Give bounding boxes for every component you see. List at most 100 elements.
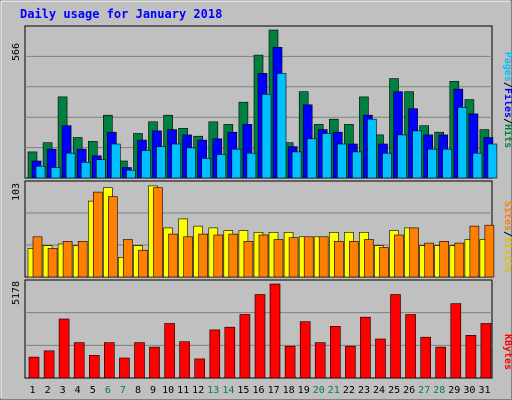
pages-bar xyxy=(156,146,166,179)
pages-bar xyxy=(80,162,91,179)
sites-bar xyxy=(138,249,148,278)
sites-bar xyxy=(93,191,103,278)
sites-bar xyxy=(258,234,269,278)
pages-bar xyxy=(201,158,211,179)
kbytes-bar xyxy=(89,354,100,379)
day-label: 24 xyxy=(373,385,385,396)
legend-separator: / xyxy=(502,231,512,237)
chart-panels xyxy=(24,25,498,379)
pages-bar xyxy=(336,143,347,179)
day-label: 9 xyxy=(150,385,156,396)
hits-ymax-label: 566 xyxy=(11,43,22,61)
pages-bar xyxy=(65,152,76,179)
svg-text:Sites/Visits: Sites/Visits xyxy=(502,201,512,273)
pages-bar xyxy=(35,165,46,179)
pages-bar xyxy=(457,107,468,179)
legend-sites: Sites xyxy=(502,201,512,231)
kbytes-bar xyxy=(134,342,145,379)
kbytes-bar xyxy=(28,356,40,379)
sites-bar xyxy=(183,236,193,278)
kbytes-bar xyxy=(284,345,296,379)
day-label: 20 xyxy=(313,385,325,396)
pages-bar xyxy=(216,154,227,179)
kbytes-bar xyxy=(224,326,236,379)
day-label: 31 xyxy=(478,385,490,396)
day-label: 13 xyxy=(207,385,219,396)
day-label: 2 xyxy=(45,385,51,396)
kbytes-legend: KBytes xyxy=(502,334,512,370)
kbytes-bar xyxy=(329,325,341,379)
sites-bar xyxy=(394,234,404,278)
kbytes-bar xyxy=(435,346,447,379)
sites-bar xyxy=(439,241,450,278)
day-label: 19 xyxy=(298,385,310,396)
kbytes-panel xyxy=(24,279,493,379)
sites-bar xyxy=(318,236,329,278)
day-label: 21 xyxy=(328,385,340,396)
sites-bar xyxy=(349,241,359,278)
sites-bar xyxy=(62,241,73,278)
svg-text:Pages/Files/Hits: Pages/Files/Hits xyxy=(502,52,512,148)
hits-legend: Pages/Files/Hits xyxy=(502,52,512,148)
day-label: 29 xyxy=(448,385,460,396)
sites-bar xyxy=(364,239,374,278)
sites-bar xyxy=(273,239,284,278)
pages-bar xyxy=(186,147,196,179)
sites-bar xyxy=(424,242,435,278)
pages-bar xyxy=(50,167,61,179)
day-label: 5 xyxy=(90,385,96,396)
kbytes-bar xyxy=(73,342,85,379)
day-labels: 1 2 3 4 5 6 7 8 9 10 11 12 13 14 15 16 17 18 19 20 21 22 23 24 2… xyxy=(29,385,490,396)
kbytes-bar xyxy=(209,329,221,379)
day-label: 11 xyxy=(177,385,189,396)
kbytes-bar xyxy=(375,338,386,379)
kbytes-bar xyxy=(104,342,115,379)
kbytes-bar xyxy=(420,336,432,379)
kbytes-bar xyxy=(390,294,401,379)
day-label: 3 xyxy=(60,385,66,396)
kbytes-bar xyxy=(164,323,175,379)
day-label: 22 xyxy=(343,385,355,396)
day-label: 27 xyxy=(418,385,430,396)
sites-bar xyxy=(333,241,344,278)
pages-bar xyxy=(352,151,362,179)
pages-bar xyxy=(261,94,272,179)
day-label: 14 xyxy=(222,385,234,396)
kbytes-bar xyxy=(179,341,190,379)
pages-bar xyxy=(111,143,121,179)
sites-bar xyxy=(153,187,163,278)
day-label: 26 xyxy=(403,385,415,396)
day-label: 28 xyxy=(433,385,445,396)
sites-bar xyxy=(379,247,389,278)
sites-bar xyxy=(198,233,208,278)
kbytes-bar xyxy=(405,314,416,379)
kbytes-bar xyxy=(360,316,371,379)
pages-bar xyxy=(442,148,453,179)
pages-bar xyxy=(171,143,181,179)
kbytes-bar xyxy=(299,321,311,379)
kbytes-bar xyxy=(194,358,205,379)
sites-bar xyxy=(288,237,299,278)
sites-bar xyxy=(243,241,254,278)
pages-bar xyxy=(291,151,302,179)
kbytes-bar xyxy=(269,283,281,379)
day-label: 16 xyxy=(252,385,264,396)
pages-bar xyxy=(96,159,106,179)
kbytes-bar xyxy=(254,294,266,379)
day-label: 6 xyxy=(105,385,111,396)
kbytes-bar xyxy=(119,357,130,379)
day-label: 25 xyxy=(388,385,400,396)
sites-visits-panel xyxy=(24,180,495,278)
kbytes-bar xyxy=(480,323,492,379)
day-label: 23 xyxy=(358,385,370,396)
sites-bar xyxy=(484,224,495,278)
day-label: 4 xyxy=(75,385,81,396)
sites-bar xyxy=(32,236,43,278)
sites-bar xyxy=(168,233,178,278)
pages-bar xyxy=(321,133,332,179)
sites-bar xyxy=(47,248,58,278)
sites-bar xyxy=(77,241,88,278)
pages-bar xyxy=(397,134,407,179)
sites-bar xyxy=(108,196,118,278)
